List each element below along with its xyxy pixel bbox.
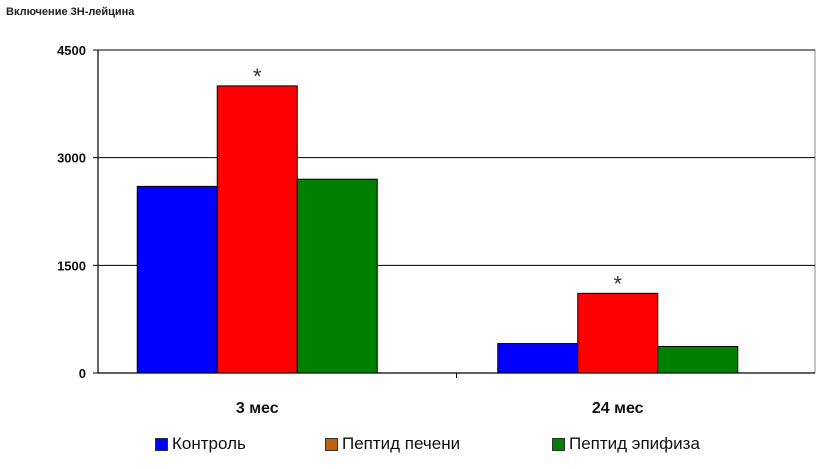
legend-swatch-control bbox=[155, 437, 168, 451]
legend-label-pineal-peptide: Пептид эпифиза bbox=[569, 434, 700, 453]
x-tick-label: 24 мес bbox=[592, 400, 644, 417]
legend-item-pineal-peptide: Пептид эпифиза bbox=[552, 434, 700, 454]
bar bbox=[497, 343, 579, 374]
bar bbox=[296, 178, 378, 374]
bar-chart: 0 1500 3000 4500 3 мес 24 мес * * bbox=[57, 43, 816, 417]
y-axis-title: Включение 3Н-лейцина bbox=[6, 6, 135, 18]
legend-item-control: Контроль bbox=[155, 434, 246, 454]
legend-label-control: Контроль bbox=[172, 434, 246, 453]
y-tick-label: 1500 bbox=[57, 258, 86, 273]
bar bbox=[577, 292, 659, 374]
significance-asterisk: * bbox=[253, 64, 262, 89]
y-tick-label: 0 bbox=[79, 366, 86, 381]
significance-asterisk: * bbox=[613, 271, 622, 296]
legend-swatch-liver-peptide bbox=[325, 437, 338, 451]
y-tick-label: 4500 bbox=[57, 43, 86, 58]
legend-item-liver-peptide: Пептид печени bbox=[325, 434, 460, 454]
bar bbox=[136, 185, 218, 374]
legend: Контроль Пептид печени Пептид эпифиза bbox=[0, 434, 831, 460]
legend-label-liver-peptide: Пептид печени bbox=[342, 434, 461, 453]
bar bbox=[657, 345, 739, 374]
legend-swatch-pineal-peptide bbox=[552, 437, 565, 451]
y-tick-label: 3000 bbox=[57, 151, 86, 166]
bar bbox=[216, 85, 298, 374]
x-tick-label: 3 мес bbox=[236, 400, 279, 417]
